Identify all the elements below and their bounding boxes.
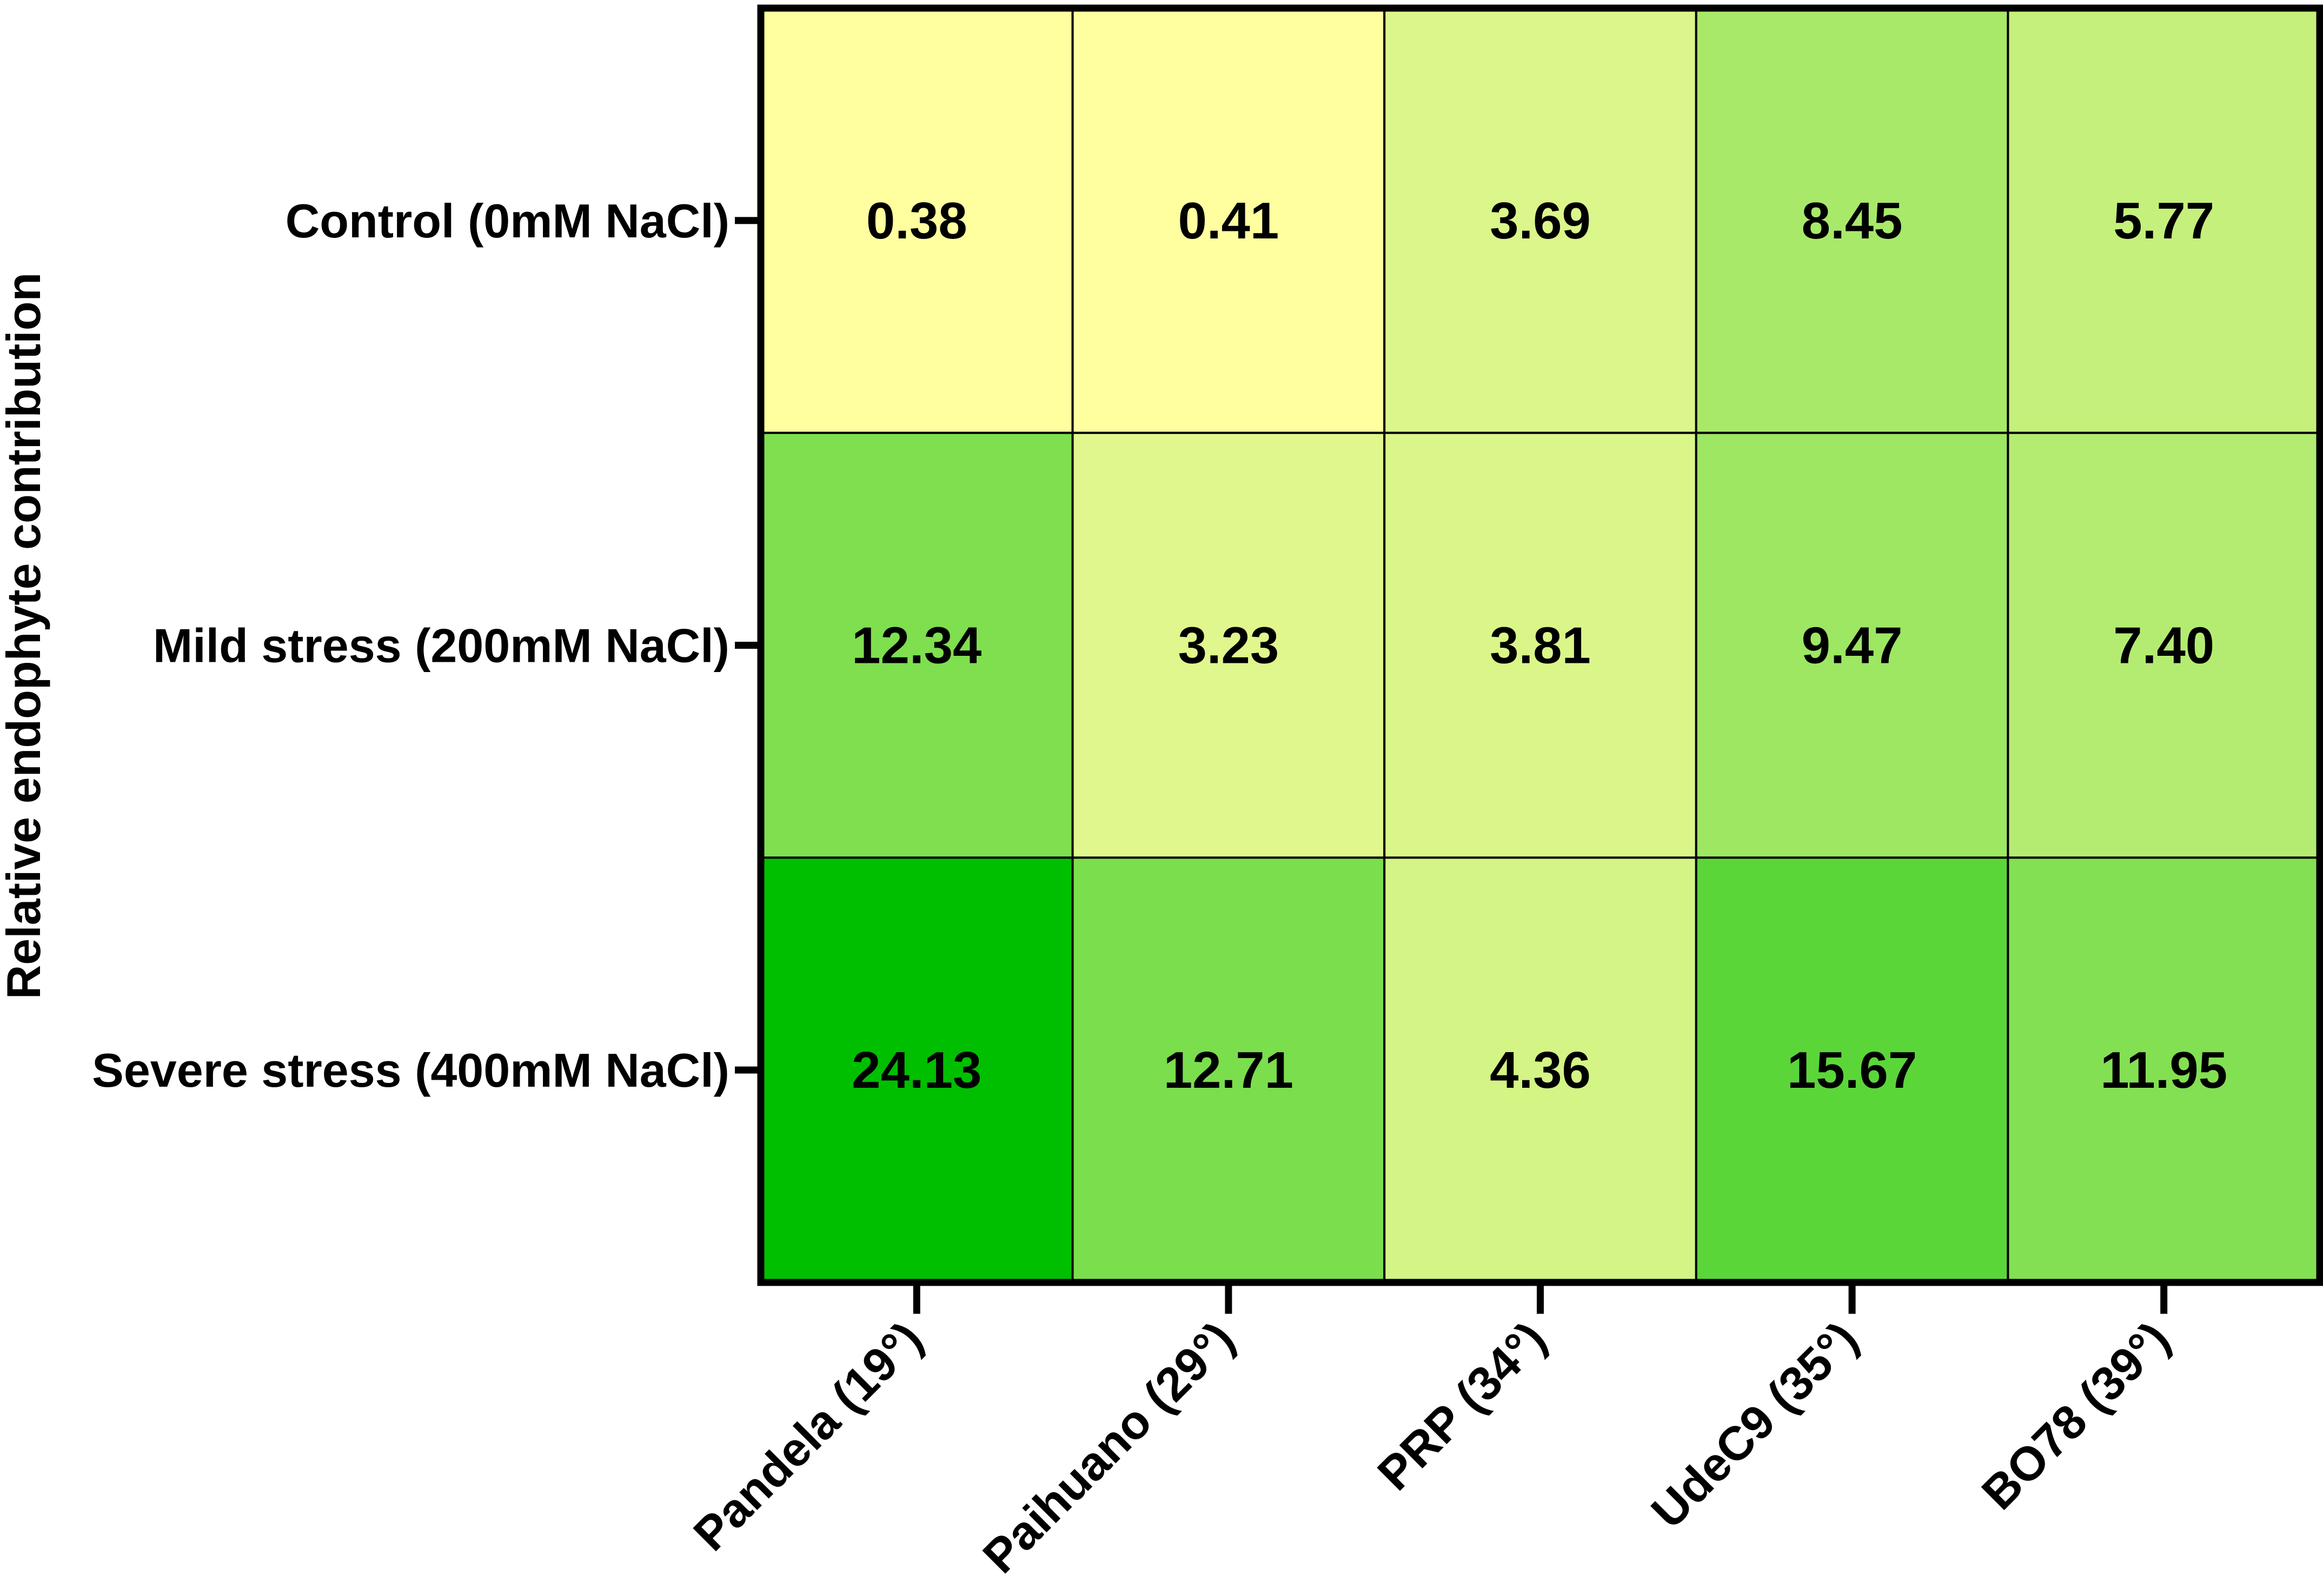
cell-value-label: 0.41: [1178, 192, 1279, 250]
cell-value-label: 12.71: [1164, 1041, 1293, 1099]
cell-value-label: 15.67: [1787, 1041, 1917, 1099]
cell-value-label: 8.45: [1802, 192, 1903, 250]
heatmap-cell: [1071, 856, 1386, 1284]
cell-value-label: 0.38: [866, 192, 967, 250]
cell-value-label: 3.81: [1490, 617, 1591, 675]
y-tick-label: Control (0mM NaCl): [286, 194, 729, 248]
cell-value-label: 9.47: [1802, 617, 1903, 675]
cell-value-label: 7.40: [2113, 617, 2214, 675]
x-tick-label: Paihuano (29°): [972, 1311, 1244, 1583]
cell-value-label: 12.34: [852, 617, 981, 675]
heatmap-cell: [1383, 431, 1697, 859]
heatmap-cell: [1071, 431, 1386, 859]
cell-value-label: 4.36: [1490, 1041, 1591, 1099]
y-tick-label: Severe stress (400mM NaCl): [92, 1043, 729, 1097]
heatmap-cell: [1383, 856, 1697, 1284]
cell-value-label: 3.69: [1490, 192, 1591, 250]
heatmap-cells: 0.38 0.41 3.69 8.45 5.77 12.34 3.23 3.81 9.47 7.4…: [760, 7, 2321, 1284]
x-tick-label: UdeC9 (35°): [1641, 1311, 1868, 1538]
cell-value-label: 5.77: [2113, 192, 2214, 250]
cell-value-label: 3.23: [1178, 617, 1279, 675]
cell-value-label: 11.95: [2100, 1041, 2227, 1099]
heatmap-cell: [760, 431, 1074, 859]
cell-value-label: 24.13: [852, 1041, 981, 1099]
heatmap-cell: [1071, 7, 1386, 434]
heatmap-cell: [1695, 7, 2009, 434]
x-tick-label: PRP (34°): [1367, 1311, 1556, 1500]
heatmap-cell: [2007, 856, 2321, 1284]
x-tick-label: BO78 (39°): [1972, 1311, 2180, 1519]
y-tick-label: Mild stress (200mM NaCl): [153, 619, 729, 673]
y-axis-title: Relative endophyte contribution: [0, 272, 50, 1000]
y-axis: Control (0mM NaCl) Mild stress (200mM NaC…: [92, 194, 761, 1097]
heatmap-cell: [1695, 856, 2009, 1284]
x-tick-label: Pandela (19°): [683, 1311, 932, 1560]
x-axis: Pandela (19°) Paihuano (29°) PRP (34°) UdeC…: [683, 1282, 2180, 1583]
heatmap-cell: [2007, 431, 2321, 859]
heatmap-cell: [760, 7, 1074, 434]
heatmap-cell: [2007, 7, 2321, 434]
